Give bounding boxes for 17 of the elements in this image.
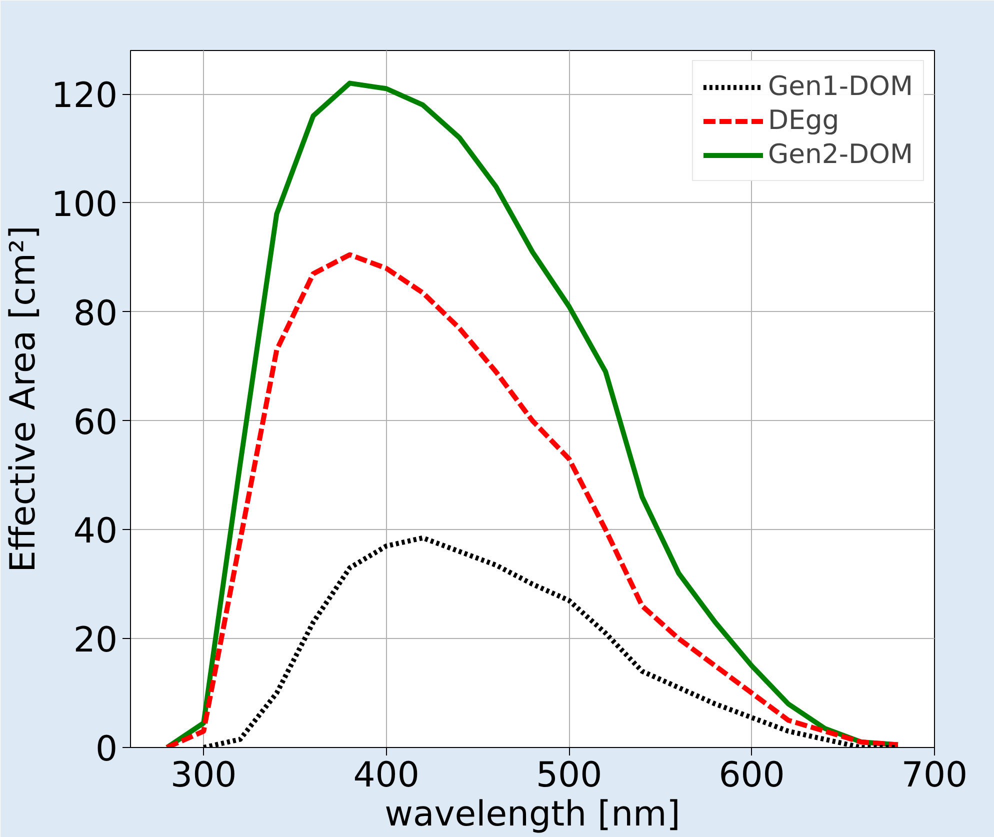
x-tick-label: 700 xyxy=(901,756,968,796)
y-tick-label: 80 xyxy=(73,294,118,334)
x-tick-label: 600 xyxy=(718,756,785,796)
legend-label: Gen2-DOM xyxy=(768,139,913,170)
x-tick-label: 400 xyxy=(353,756,420,796)
y-tick-label: 20 xyxy=(73,620,118,661)
x-axis-title: wavelength [nm] xyxy=(384,794,680,834)
y-tick-label: 40 xyxy=(73,512,118,552)
y-tick-label: 60 xyxy=(73,402,118,443)
y-axis-title: Effective Area [cm²] xyxy=(3,226,44,572)
x-tick-label: 500 xyxy=(536,756,602,796)
legend-label: DEgg xyxy=(768,105,840,136)
y-tick-label: 100 xyxy=(51,184,118,225)
y-tick-label: 0 xyxy=(95,730,118,770)
x-tick-label: 300 xyxy=(170,756,237,796)
y-tick-label: 120 xyxy=(51,76,118,116)
legend-label: Gen1-DOM xyxy=(768,71,913,102)
